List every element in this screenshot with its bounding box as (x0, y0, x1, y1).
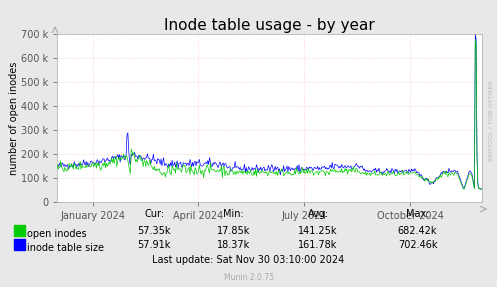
Text: Max:: Max: (406, 209, 429, 219)
Text: Last update: Sat Nov 30 03:10:00 2024: Last update: Sat Nov 30 03:10:00 2024 (153, 255, 344, 265)
Text: 17.85k: 17.85k (217, 226, 250, 236)
Text: 161.78k: 161.78k (298, 240, 338, 250)
Text: inode table size: inode table size (27, 243, 104, 253)
Text: Avg:: Avg: (308, 209, 329, 219)
Y-axis label: number of open inodes: number of open inodes (9, 62, 19, 175)
Text: 18.37k: 18.37k (217, 240, 250, 250)
Text: Cur:: Cur: (144, 209, 164, 219)
Text: Munin 2.0.75: Munin 2.0.75 (224, 273, 273, 282)
Text: RRDTOOL / TOBI OETIKER: RRDTOOL / TOBI OETIKER (488, 80, 493, 161)
Text: 141.25k: 141.25k (298, 226, 338, 236)
Title: Inode table usage - by year: Inode table usage - by year (164, 18, 375, 33)
Text: 702.46k: 702.46k (398, 240, 437, 250)
Text: Min:: Min: (223, 209, 244, 219)
Text: 57.91k: 57.91k (137, 240, 171, 250)
Text: 682.42k: 682.42k (398, 226, 437, 236)
Text: 57.35k: 57.35k (137, 226, 171, 236)
Text: open inodes: open inodes (27, 229, 87, 239)
